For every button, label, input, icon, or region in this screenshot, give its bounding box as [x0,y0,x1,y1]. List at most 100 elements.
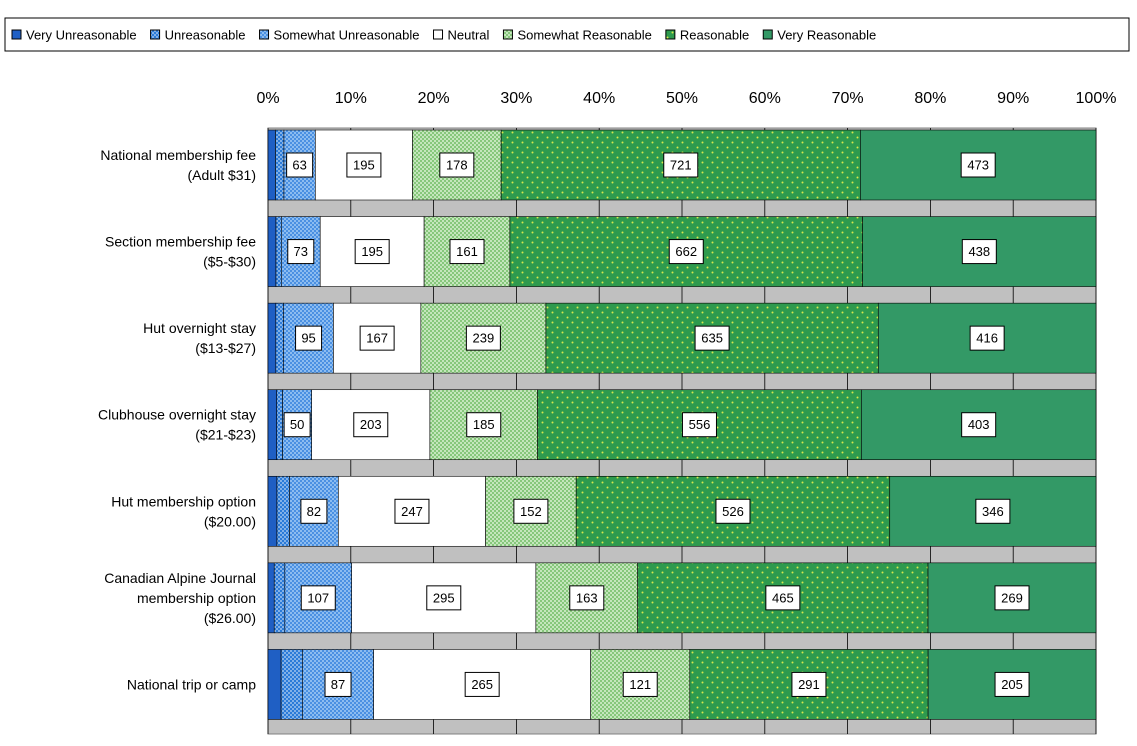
data-label-box [694,325,730,351]
data-label: 185 [466,412,502,438]
data-label: 346 [975,498,1011,524]
legend-swatch [11,29,22,40]
data-label-text: 73 [294,244,308,259]
data-label-box [961,412,997,438]
bar-segment [276,475,290,547]
data-label: 161 [449,239,485,265]
data-label-text: 438 [968,244,990,259]
data-label-box [394,498,430,524]
bar-segment [280,649,303,720]
data-label: 416 [969,325,1005,351]
category-label: Section membership fee ($5-$30) [105,234,256,270]
legend-item: Reasonable [665,28,749,43]
category-label-line: Hut overnight stay [143,320,256,336]
data-label: 556 [681,412,717,438]
x-tick-label: 50% [666,90,698,107]
bar-segment [267,389,278,461]
x-tick-label: 40% [583,90,615,107]
x-tick-label: 20% [418,90,450,107]
bar-row: 95 167 239 635 416 [267,302,1097,374]
legend-item: Very Unreasonable [11,28,137,43]
category-label: Hut overnight stay ($13-$27) [143,320,256,356]
x-tick-label: 60% [749,90,781,107]
data-label-box [287,239,315,265]
data-label-box [513,498,549,524]
category-label: Canadian Alpine Journal membership option… [104,570,256,626]
data-label-box [283,412,311,438]
data-label-box [324,671,352,697]
x-tick-label: 10% [335,90,367,107]
legend-swatch [150,29,161,40]
data-label-text: 82 [307,504,321,519]
data-label-text: 239 [473,331,495,346]
data-label-box [622,671,658,697]
x-axis: 0% 10% 20% 30% 40% 50% 60% 70% 80% 90% 100% [256,90,1116,107]
legend-swatch [502,29,513,40]
data-label-box [663,152,699,178]
data-label-text: 50 [290,417,304,432]
category-label-line: ($13-$27) [195,340,256,356]
data-label-box [765,585,801,611]
legend-label: Very Reasonable [777,28,876,43]
category-label-line: ($5-$30) [203,254,256,270]
bar-segment [267,216,277,287]
bar-row: 87 265 121 291 205 [267,649,1097,720]
data-label-box [969,325,1005,351]
bar-row: 50 203 185 556 403 [267,389,1097,461]
data-label: 662 [668,239,704,265]
data-label-text: 721 [670,158,692,173]
data-label-text: 269 [1001,590,1023,605]
data-label: 205 [994,671,1030,697]
legend-swatch [259,29,270,40]
data-label-text: 265 [471,677,493,692]
category-label-line: Section membership fee [105,234,256,250]
data-label: 195 [346,152,382,178]
legend-item: Somewhat Reasonable [502,28,652,43]
category-label: National membership fee (Adult $31) [100,147,256,183]
category-label-line: membership option [137,590,256,606]
x-tick-label: 100% [1076,90,1117,107]
x-tick-label: 80% [914,90,946,107]
data-label-text: 473 [967,158,989,173]
category-label-line: Clubhouse overnight stay [98,407,256,423]
data-label-text: 163 [576,590,598,605]
data-label: 721 [663,152,699,178]
data-label: 247 [394,498,430,524]
bar-segment [267,475,278,547]
data-label: 87 [324,671,352,697]
data-label-text: 526 [722,504,744,519]
data-label-box [286,152,314,178]
data-label-text: 95 [301,331,315,346]
data-label: 473 [960,152,996,178]
data-label-text: 87 [331,677,345,692]
data-label-text: 203 [360,417,382,432]
data-label: 269 [994,585,1030,611]
legend-item: Somewhat Unreasonable [259,28,420,43]
category-label-line: (Adult $31) [188,167,256,183]
data-label: 265 [464,671,500,697]
data-label: 50 [283,412,311,438]
data-label-box [449,239,485,265]
data-label: 82 [300,498,328,524]
data-label: 438 [961,239,997,265]
data-label: 291 [791,671,827,697]
category-label: National trip or camp [127,676,256,692]
legend-swatch [433,29,444,40]
data-label-text: 556 [689,417,711,432]
data-label-box [465,325,501,351]
data-label-box [426,585,462,611]
data-label-box [668,239,704,265]
legend-box [4,17,1130,52]
data-label-box [961,239,997,265]
data-label: 526 [715,498,751,524]
category-label-line: ($20.00) [204,513,256,529]
data-label-text: 205 [1001,677,1023,692]
category-label-line: National membership fee [100,147,256,163]
bar-row: 73 195 161 662 438 [267,216,1097,287]
data-label-text: 346 [982,504,1004,519]
data-label-text: 107 [307,590,329,605]
bar-segment [267,302,277,374]
bar-segment [267,562,275,634]
data-label-box [353,412,389,438]
